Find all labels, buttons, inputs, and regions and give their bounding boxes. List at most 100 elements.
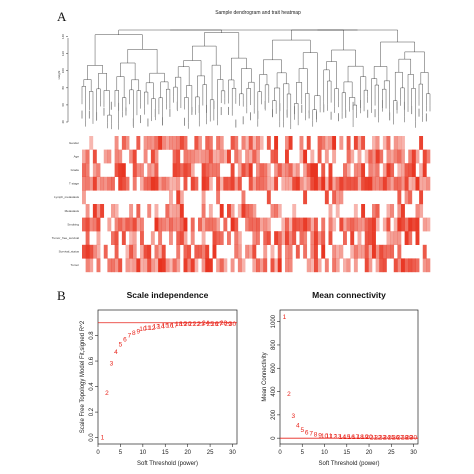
data-point-label: 19 — [361, 434, 369, 441]
heatmap-cell — [172, 217, 177, 232]
heatmap-cell — [205, 258, 210, 273]
heatmap-cell — [299, 231, 304, 245]
heatmap-cell — [248, 176, 253, 191]
heatmap-cell — [216, 163, 221, 177]
heatmap-cell — [179, 163, 184, 177]
heatmap-cell — [285, 136, 289, 150]
data-point-label: 15 — [162, 322, 170, 329]
heatmap-cell — [201, 258, 206, 273]
heatmap-cell — [285, 258, 289, 273]
heatmap-cell — [314, 258, 318, 273]
trait-label: Gender — [69, 141, 79, 145]
heatmap-cell — [393, 136, 398, 150]
heatmap-cell — [411, 163, 416, 177]
heatmap-cell — [274, 163, 279, 177]
heatmap-cell — [129, 217, 134, 232]
heatmap-cell — [303, 149, 308, 164]
heatmap-cell — [227, 231, 231, 245]
data-point-label: 30 — [410, 435, 418, 442]
heatmap-cell — [303, 217, 308, 232]
heatmap-cell — [154, 163, 159, 177]
heatmap-cell — [295, 217, 300, 232]
data-point-label: 10 — [139, 326, 147, 333]
panel-a-y-tick-label: 40 — [61, 120, 65, 124]
heatmap-cell — [324, 136, 329, 150]
heatmap-cell — [194, 244, 199, 259]
heatmap-cell — [187, 258, 192, 273]
heatmap-cell — [285, 231, 289, 245]
heatmap-cell — [292, 217, 297, 232]
heatmap-cell — [114, 136, 119, 150]
heatmap-cell — [198, 149, 202, 164]
heatmap-cell — [194, 258, 199, 273]
heatmap-cell — [288, 217, 293, 232]
heatmap-cell — [314, 217, 318, 232]
data-point-label: 13 — [334, 434, 342, 441]
data-point-label: 11 — [144, 325, 151, 332]
dendrogram-leaf-label — [228, 106, 229, 115]
heatmap-cell — [292, 204, 297, 218]
heatmap-cell — [379, 149, 384, 164]
heatmap-cell — [82, 163, 86, 177]
heatmap-cell — [111, 204, 115, 218]
heatmap-cell — [227, 176, 231, 191]
heatmap-cell — [306, 217, 311, 232]
heatmap-cell — [397, 258, 402, 273]
heatmap-cell — [216, 176, 221, 191]
heatmap-cell — [382, 244, 387, 259]
heatmap-cell — [411, 149, 416, 164]
heatmap-cell — [350, 176, 355, 191]
heatmap-cell — [230, 204, 235, 218]
heatmap-cell — [306, 176, 311, 191]
heatmap-cell — [266, 190, 271, 205]
trait-label: Tumor_free_survival — [52, 236, 80, 240]
heatmap-cell — [212, 231, 217, 245]
data-point-label: 28 — [220, 320, 228, 327]
heatmap-cell — [208, 258, 213, 273]
heatmap-cell — [183, 176, 188, 191]
data-point-label: 22 — [374, 434, 382, 441]
heatmap-cell — [368, 244, 373, 259]
heatmap-cell — [252, 244, 257, 259]
heatmap-cell — [419, 176, 424, 191]
dendrogram-leaf-label — [169, 108, 171, 117]
heatmap-cell — [176, 244, 181, 259]
heatmap-cell — [357, 176, 362, 191]
trait-heatmap — [82, 136, 431, 273]
data-point-label: 15 — [343, 434, 351, 441]
heatmap-cell — [158, 217, 163, 232]
heatmap-cell — [343, 217, 347, 232]
data-point-label: 25 — [388, 434, 396, 441]
heatmap-cell — [397, 217, 402, 232]
dendrogram-leaf-label — [147, 118, 149, 127]
heatmap-cell — [386, 244, 391, 259]
heatmap-cell — [401, 163, 405, 177]
heatmap-cell — [132, 163, 137, 177]
heatmap-cell — [252, 149, 257, 164]
data-point-label: 25 — [206, 321, 214, 328]
heatmap-cell — [256, 176, 260, 191]
data-point-label: 20 — [365, 434, 373, 441]
heatmap-cell — [132, 217, 137, 232]
heatmap-cell — [382, 258, 387, 273]
heatmap-cell — [234, 244, 239, 259]
heatmap-cell — [343, 176, 347, 191]
heatmap-cell — [281, 176, 286, 191]
data-point-label: 10 — [321, 433, 329, 440]
heatmap-cell — [216, 231, 221, 245]
heatmap-cell — [328, 217, 333, 232]
dendrogram-leaf-label — [367, 109, 369, 118]
heatmap-cell — [292, 231, 297, 245]
heatmap-cell — [404, 231, 409, 245]
heatmap-cell — [270, 176, 275, 191]
data-point-label: 3 — [292, 413, 296, 420]
heatmap-cell — [158, 244, 163, 259]
heatmap-cell — [361, 244, 366, 259]
heatmap-cell — [158, 231, 163, 245]
heatmap-cell — [96, 204, 101, 218]
heatmap-cell — [393, 217, 398, 232]
heatmap-cell — [274, 204, 279, 218]
heatmap-cell — [223, 217, 228, 232]
data-point-label: 29 — [405, 435, 413, 442]
heatmap-cell — [372, 231, 376, 245]
